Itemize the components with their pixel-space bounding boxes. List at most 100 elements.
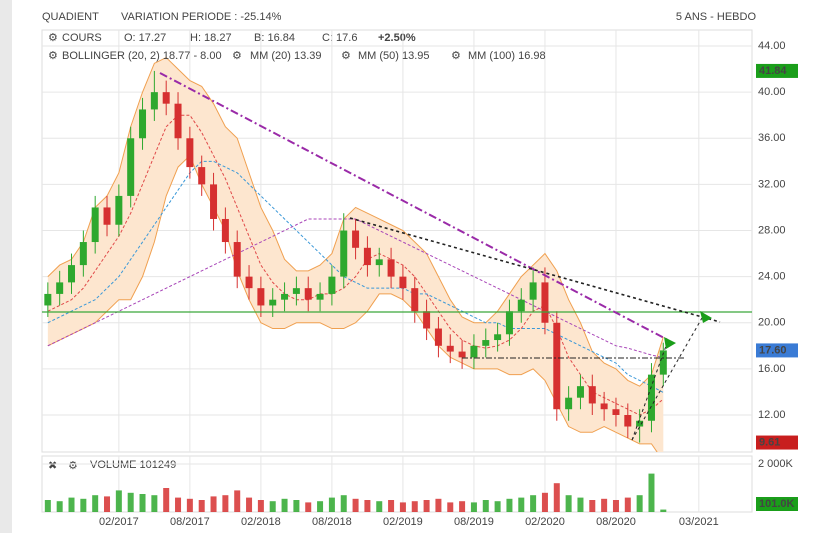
volume-bar	[388, 500, 395, 512]
x-tick-label: 08/2020	[596, 516, 636, 528]
gear-icon[interactable]: ⚙	[451, 50, 461, 62]
candle-body	[44, 293, 52, 306]
y-tick-label: 16.00	[758, 363, 786, 375]
volume-bar	[636, 495, 643, 512]
volume-bar	[553, 483, 560, 512]
volume-bar	[482, 500, 489, 512]
volume-bar	[459, 501, 466, 512]
candle-body	[411, 288, 419, 312]
volume-bar	[139, 494, 146, 512]
gear-icon[interactable]: ⚙	[48, 32, 58, 44]
candle-body	[458, 351, 466, 358]
candle-body	[269, 299, 277, 306]
legend-high: H: 18.27	[190, 32, 232, 44]
y-tick-label: 12.00	[758, 409, 786, 421]
projection-line	[631, 345, 667, 441]
volume-bar	[104, 496, 111, 512]
volume-bar	[470, 502, 477, 512]
candle-body	[434, 328, 442, 346]
x-tick-label: 02/2019	[383, 516, 423, 528]
volume-bar	[589, 500, 596, 512]
candle-body	[529, 282, 537, 300]
candle-body	[363, 247, 371, 266]
x-tick-label: 02/2020	[525, 516, 565, 528]
volume-bar	[530, 495, 537, 512]
drawings	[42, 72, 752, 441]
y-tick-label: 28.00	[758, 224, 786, 236]
price-badge	[756, 63, 798, 78]
candle-body	[553, 322, 561, 410]
volume-bar	[186, 498, 193, 512]
bollinger-upper	[47, 56, 664, 387]
close-icon[interactable]: ✖	[48, 460, 57, 472]
volume-bar	[80, 498, 87, 512]
trend-line	[349, 217, 721, 323]
legend-close: C: 17.6	[322, 32, 357, 44]
volume-bar	[151, 495, 158, 512]
volume-bar	[163, 488, 170, 512]
plot-area	[44, 56, 667, 452]
volume-bar	[246, 497, 253, 512]
candle-body	[600, 403, 608, 410]
volume-bar	[648, 473, 655, 512]
volume-bar	[68, 497, 75, 512]
candle-body	[150, 92, 158, 110]
volume-bar	[399, 502, 406, 512]
candle-body	[340, 230, 348, 277]
candle-body	[174, 103, 182, 139]
volume-panel	[41, 455, 753, 513]
candle-body	[328, 276, 336, 294]
gear-icon[interactable]: ⚙	[341, 50, 351, 62]
volume-bar	[56, 501, 63, 512]
candle-body	[292, 288, 300, 294]
price-badge-label: 41.84	[759, 65, 787, 77]
x-tick-label: 08/2017	[170, 516, 210, 528]
legend-entry: MM (20) 13.39	[250, 50, 322, 62]
gear-icon[interactable]: ⚙	[232, 50, 242, 62]
volume-bar	[281, 498, 288, 512]
y-tick-label: 36.00	[758, 132, 786, 144]
volume-bar	[577, 497, 584, 512]
gear-icon[interactable]: ⚙	[48, 50, 58, 62]
legend-low: B: 16.84	[254, 32, 295, 44]
y-tick-label: 20.00	[758, 317, 786, 329]
volume-bar	[175, 497, 182, 512]
candle-body	[399, 276, 407, 289]
candle-body	[588, 386, 596, 404]
volume-bar	[364, 500, 371, 512]
volume-bar	[506, 498, 513, 512]
price-badge	[756, 435, 798, 450]
volume-bar	[447, 502, 454, 512]
candle-body	[68, 265, 76, 283]
price-panel	[41, 29, 753, 453]
moving-average	[47, 160, 664, 393]
volume-bar	[494, 501, 501, 512]
candle-body	[565, 397, 573, 410]
candle-body	[56, 282, 64, 294]
candle-body	[210, 184, 218, 219]
candle-body	[612, 409, 620, 415]
price-badge-label: 17.60	[759, 344, 787, 356]
volume-legend: VOLUME 101249	[90, 459, 176, 471]
y-tick-label: 44.00	[758, 40, 786, 52]
volume-bar	[352, 498, 359, 512]
candle-body	[482, 340, 490, 346]
candle-body	[316, 293, 324, 300]
arrow	[700, 311, 712, 323]
candle-body	[423, 311, 431, 329]
candle-body	[446, 345, 454, 352]
volume-bar	[44, 500, 51, 512]
volume-bar	[257, 500, 264, 512]
volume-bar	[565, 495, 572, 512]
volume-bar	[411, 501, 418, 512]
volume-bar	[541, 492, 548, 512]
candle-body	[186, 138, 194, 168]
legend-open: O: 17.27	[124, 32, 166, 44]
candle-body	[162, 92, 170, 104]
bollinger-lower	[47, 154, 658, 452]
gear-icon[interactable]: ⚙	[68, 460, 78, 472]
volume-bar	[115, 490, 122, 512]
candle-body	[221, 218, 229, 243]
candle-body	[127, 138, 135, 196]
